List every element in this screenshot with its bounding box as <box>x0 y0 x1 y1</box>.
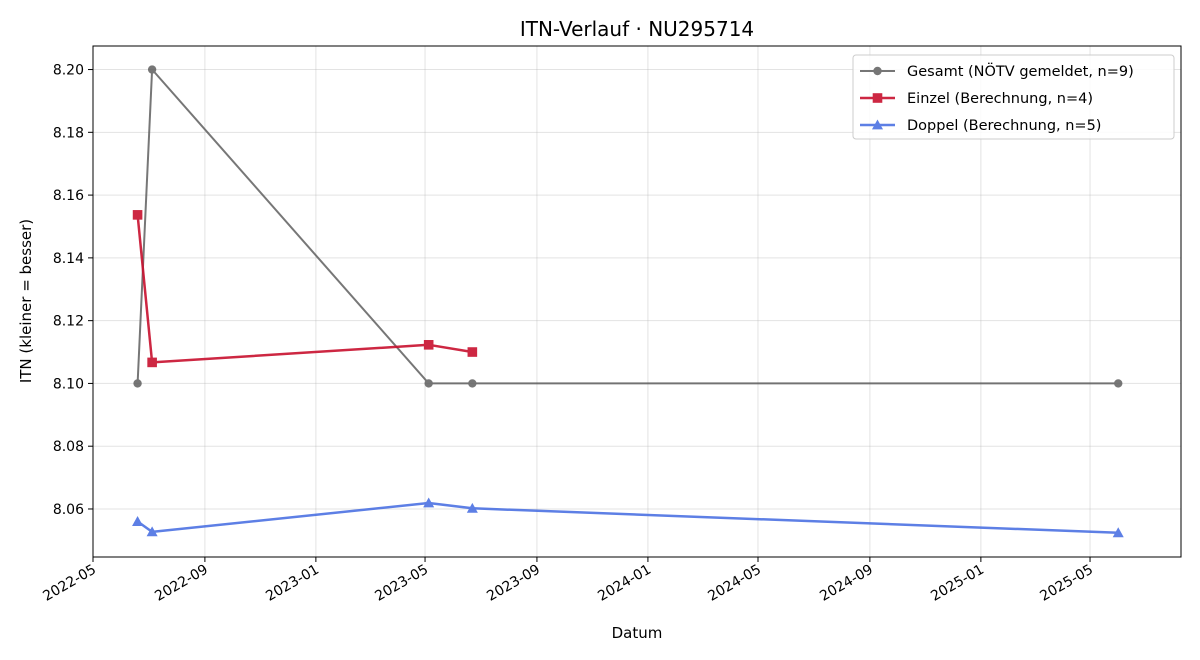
data-point <box>423 497 435 508</box>
x-tick-label: 2024-09 <box>817 562 876 605</box>
x-tick-label: 2023-05 <box>372 562 431 605</box>
data-point <box>133 379 142 388</box>
y-tick-label: 8.20 <box>53 63 84 79</box>
data-point <box>467 347 478 357</box>
y-axis-label: ITN (kleiner = besser) <box>17 219 35 383</box>
data-point <box>468 379 477 388</box>
data-point <box>147 357 157 368</box>
x-tick-label: 2024-01 <box>595 562 654 605</box>
series-triangle <box>132 497 1124 538</box>
data-point <box>1114 379 1123 388</box>
y-tick-label: 8.14 <box>53 251 84 267</box>
x-tick-label: 2025-05 <box>1037 562 1096 605</box>
x-tick-label: 2023-01 <box>263 562 322 605</box>
y-tick-label: 8.18 <box>53 125 84 141</box>
legend-box <box>852 54 1175 140</box>
data-point <box>424 379 433 388</box>
legend-swatch <box>860 119 895 130</box>
y-tick-label: 8.10 <box>53 376 84 392</box>
series-circle <box>133 65 1123 388</box>
y-tick-label: 8.06 <box>53 502 84 518</box>
plot-frame <box>92 45 1182 558</box>
x-tick-label: 2024-05 <box>705 562 764 605</box>
data-point <box>423 340 434 350</box>
data-point <box>132 210 143 220</box>
series-line <box>136 501 1119 535</box>
y-tick-label: 8.08 <box>53 439 84 455</box>
legend: Gesamt (NÖTV gemeldet, n=9) Einzel (Berec… <box>852 54 1175 140</box>
x-axis-label: Datum <box>612 624 663 642</box>
legend-swatch-marker <box>872 93 883 103</box>
legend-label: Gesamt (NÖTV gemeldet, n=9) <box>907 62 1134 80</box>
y-tick-label: 8.12 <box>53 314 84 330</box>
legend-label: Einzel (Berechnung, n=4) <box>907 91 1093 107</box>
legend-swatch <box>860 66 895 76</box>
data-point <box>146 526 158 537</box>
x-tick-label: 2022-09 <box>152 562 211 605</box>
x-tick-label: 2023-09 <box>484 562 543 605</box>
legend-swatch-marker <box>871 119 884 130</box>
x-tick-label: 2025-01 <box>928 562 987 605</box>
series-layer <box>132 65 1124 538</box>
data-point <box>132 516 144 526</box>
chart-title: ITN-Verlauf · NU295714 <box>520 17 754 41</box>
y-tick-label: 8.16 <box>53 188 84 204</box>
x-tick-label: 2022-05 <box>40 562 99 605</box>
legend-swatch <box>860 93 895 103</box>
series-line <box>136 214 473 364</box>
series-square <box>132 210 478 368</box>
data-point <box>1112 527 1124 538</box>
axis-ticks: 2022-05 2022-09 2023-01 2023-05 2023-09 2024-… <box>40 63 1096 605</box>
data-point <box>466 502 478 513</box>
legend-label: Doppel (Berechnung, n=5) <box>907 118 1101 134</box>
legend-swatch-marker <box>873 66 882 76</box>
data-point <box>147 65 157 74</box>
